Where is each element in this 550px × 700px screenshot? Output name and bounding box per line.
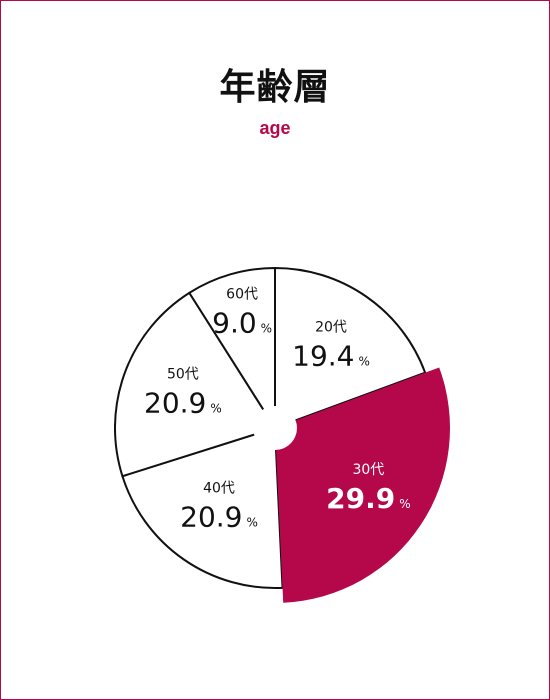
chart-title: 年齢層 <box>219 67 331 108</box>
pie-slice-5 <box>188 267 276 429</box>
slice-value-1: 19.4% <box>292 340 370 373</box>
slice-value-4: 20.9% <box>144 386 222 419</box>
slice-value-5: 9.0% <box>212 307 272 340</box>
pie-slice-4 <box>114 291 276 478</box>
slice-label-5: 60代 <box>226 287 258 303</box>
pie-slice-3 <box>121 427 284 589</box>
pie-slice-1 <box>274 267 427 429</box>
slice-label-4: 50代 <box>167 366 199 382</box>
slice-label-2: 30代 <box>352 462 384 478</box>
chart-subtitle: age <box>259 118 291 138</box>
pie-center-hole <box>253 406 297 450</box>
slice-value-3: 20.9% <box>180 500 258 533</box>
slice-label-1: 20代 <box>315 320 347 336</box>
slice-value-2: 29.9% <box>326 482 411 515</box>
slice-label-3: 40代 <box>203 480 235 496</box>
pie-slice-2 <box>275 367 450 603</box>
